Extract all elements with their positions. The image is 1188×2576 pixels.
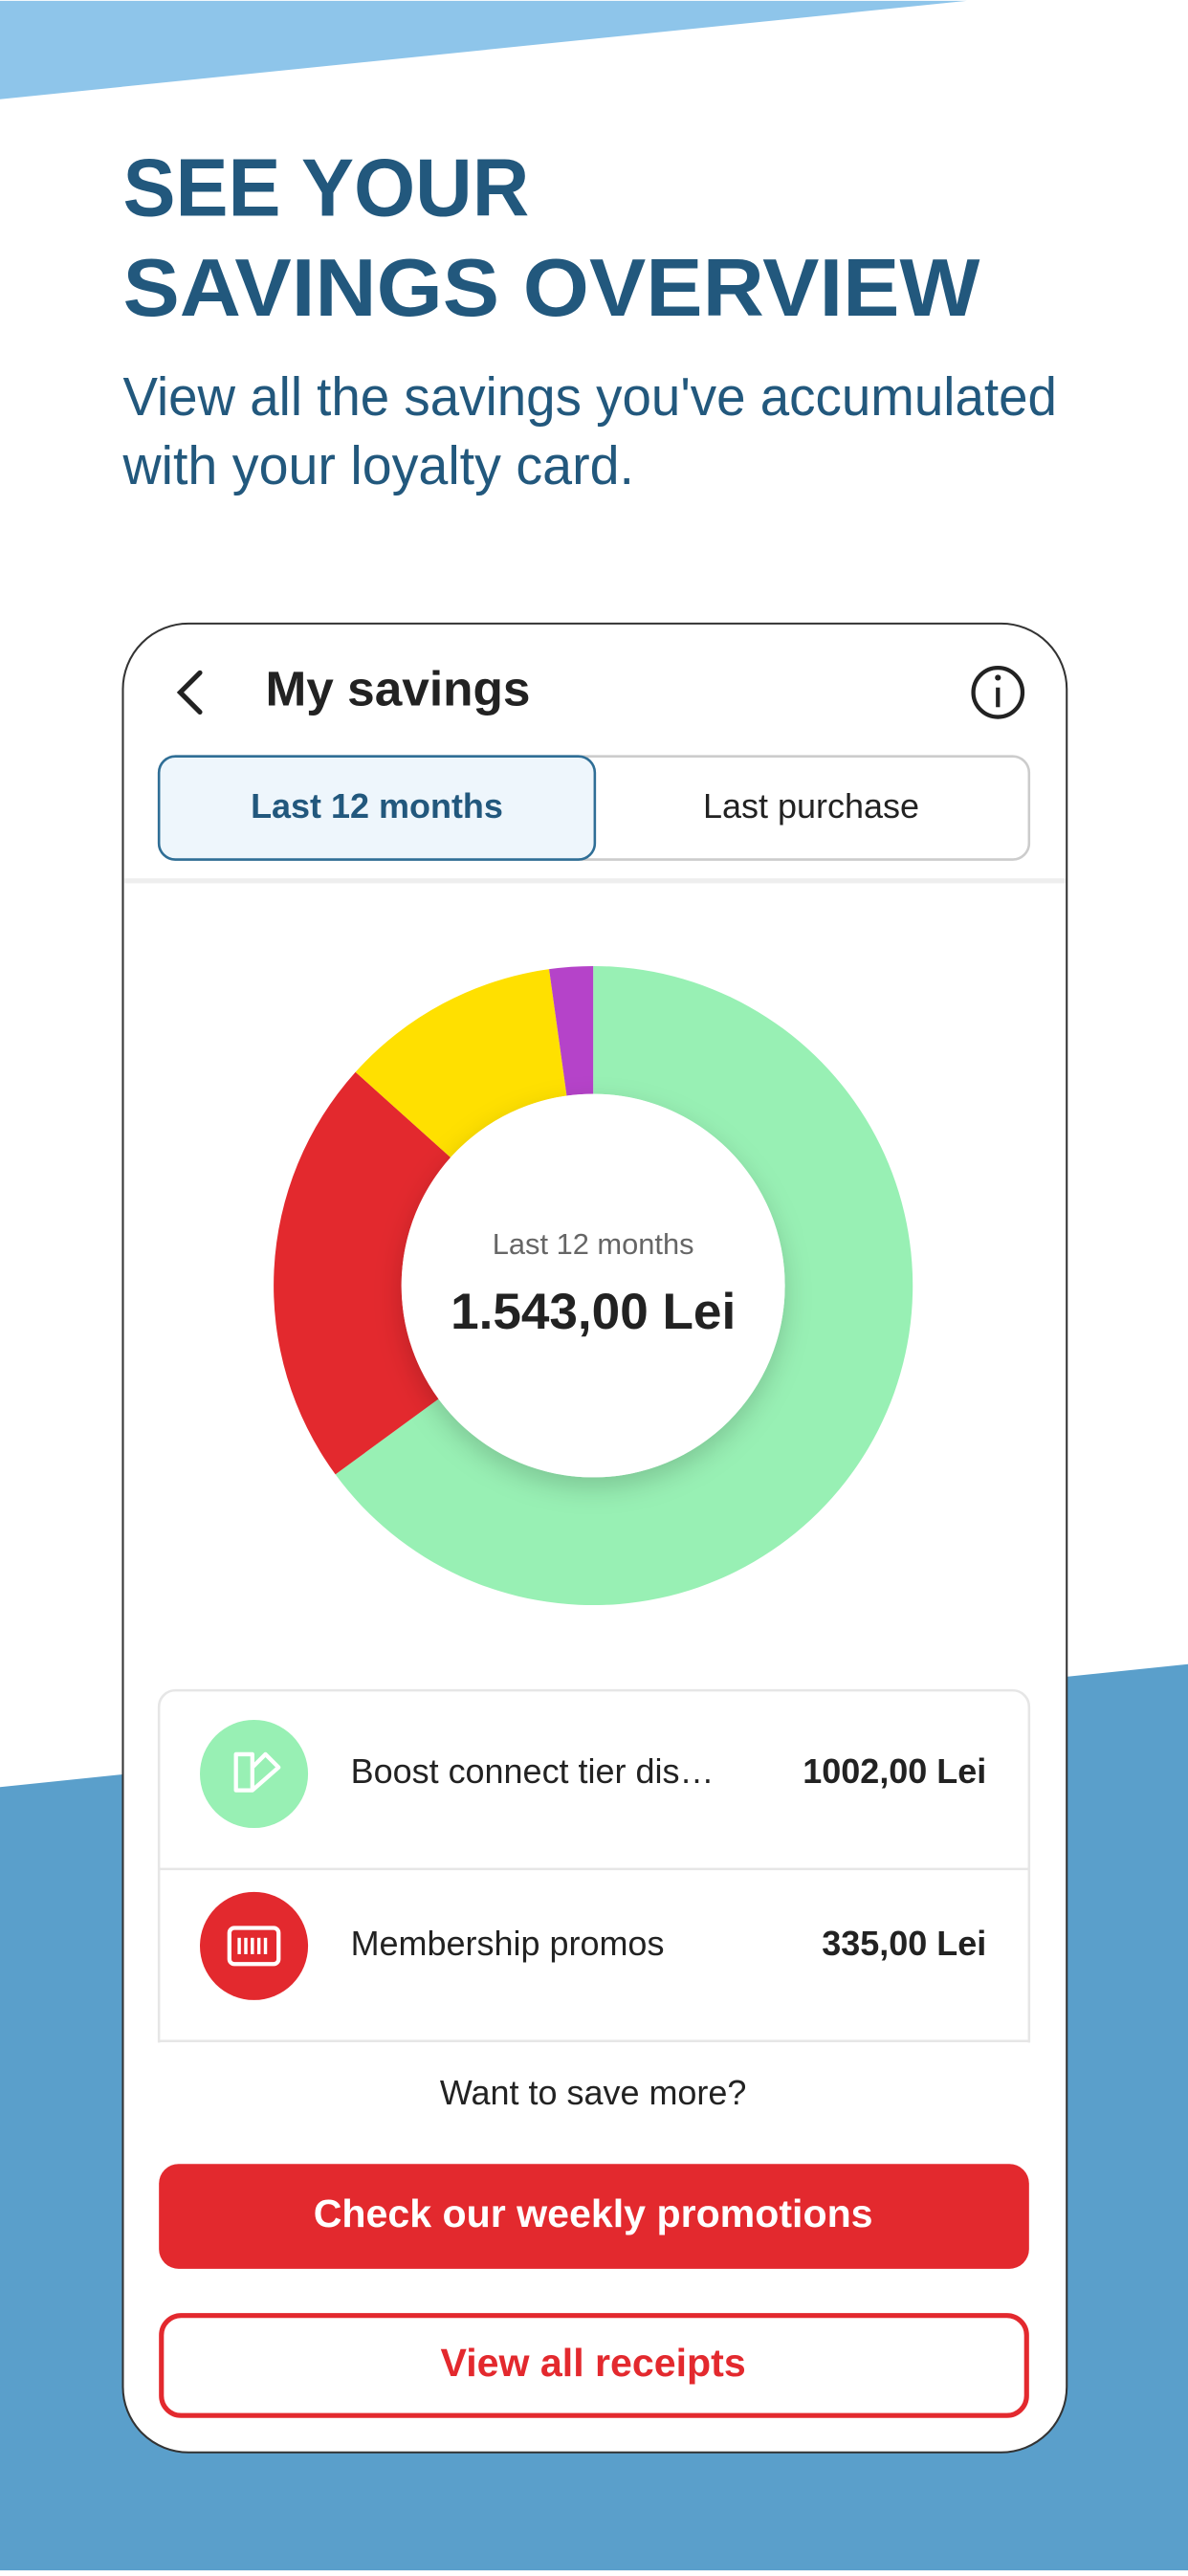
row-label: Membership promos xyxy=(351,1924,665,1963)
prompt: Want to save more? xyxy=(440,2073,747,2112)
receipts-button-label[interactable]: View all receipts xyxy=(441,2341,746,2385)
list-clip xyxy=(147,2042,1041,2076)
title-line: SEE YOUR xyxy=(122,143,529,234)
subtitle-line: View all the savings you've accumulated xyxy=(122,366,1056,427)
screen-title: My savings xyxy=(266,660,531,716)
center-total: 1.543,00 Lei xyxy=(451,1284,736,1340)
tab-label[interactable]: Last 12 months xyxy=(251,786,503,826)
headline: SEE YOUR SAVINGS OVERVIEW View all the s… xyxy=(121,143,1056,495)
back-button[interactable] xyxy=(176,670,203,715)
promo-button[interactable] xyxy=(159,2164,1029,2269)
center-label: Last 12 months xyxy=(493,1227,694,1261)
donut-segment xyxy=(549,965,594,1096)
donut-hole xyxy=(401,1093,785,1478)
row-label: Boost connect tier dis… xyxy=(351,1751,715,1791)
donut-segment xyxy=(355,969,567,1158)
tab-label[interactable]: Last purchase xyxy=(703,786,919,826)
title-line: SAVINGS OVERVIEW xyxy=(122,242,979,334)
donut-segment xyxy=(274,1071,451,1475)
subtitle-line: with your loyalty card. xyxy=(121,435,633,495)
row-value: 335,00 Lei xyxy=(822,1924,986,1963)
donut-chart xyxy=(274,965,913,1606)
info-button[interactable] xyxy=(971,666,1025,719)
row-icon-glyph xyxy=(227,1926,281,1967)
tab-selected[interactable] xyxy=(157,755,597,861)
receipts-button[interactable] xyxy=(159,2313,1029,2418)
row-icon-glyph xyxy=(233,1751,281,1793)
row-value: 1002,00 Lei xyxy=(803,1751,986,1791)
list-rows: Boost connect tier dis… 1002,00 Lei Member… xyxy=(159,1719,1029,2000)
promo-button-label[interactable]: Check our weekly promotions xyxy=(314,2191,873,2235)
donut-segment xyxy=(335,965,913,1606)
